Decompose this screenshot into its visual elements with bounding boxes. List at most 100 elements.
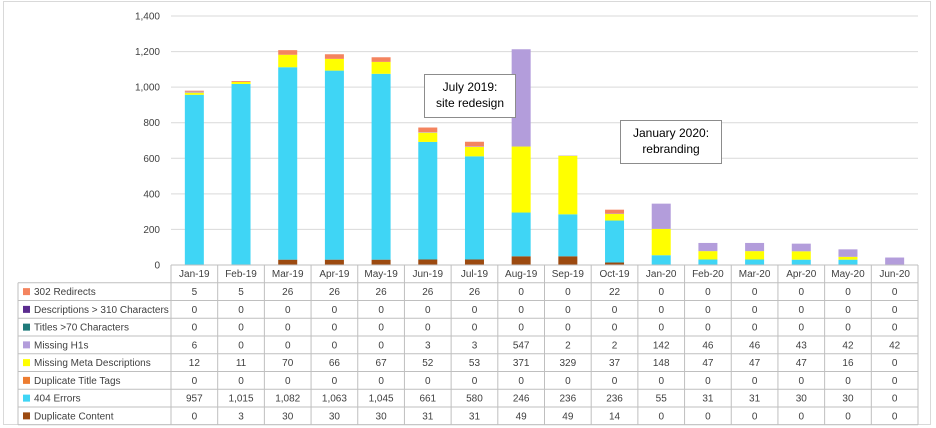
data-label: 0 bbox=[752, 305, 758, 316]
data-label: 0 bbox=[658, 411, 664, 422]
data-label: 67 bbox=[376, 358, 388, 369]
data-label: 661 bbox=[419, 394, 436, 405]
bar-404-errors bbox=[558, 214, 578, 257]
bar-302-redirects bbox=[464, 141, 484, 147]
bar-missing-meta-descriptions bbox=[838, 256, 858, 260]
data-label: 6 bbox=[192, 340, 198, 351]
legend-swatch bbox=[23, 341, 30, 349]
data-label: 0 bbox=[238, 323, 244, 334]
data-label: 31 bbox=[469, 411, 481, 422]
legend-label: Missing H1s bbox=[34, 340, 88, 351]
data-label: 0 bbox=[425, 305, 431, 316]
data-label: 0 bbox=[845, 287, 851, 298]
data-label: 371 bbox=[513, 358, 530, 369]
data-label: 3 bbox=[238, 411, 244, 422]
data-label: 148 bbox=[653, 358, 670, 369]
data-label: 0 bbox=[378, 323, 384, 334]
x-tick-label: Aug-19 bbox=[505, 269, 538, 280]
data-label: 30 bbox=[282, 411, 294, 422]
bar-404-errors bbox=[418, 141, 438, 260]
data-label: 0 bbox=[472, 376, 478, 387]
legend-swatch bbox=[23, 305, 30, 313]
bar-404-errors bbox=[278, 67, 298, 260]
data-label: 14 bbox=[609, 411, 621, 422]
data-label: 0 bbox=[332, 323, 338, 334]
data-label: 42 bbox=[889, 340, 901, 351]
data-label: 0 bbox=[332, 376, 338, 387]
bar-missing-h1s bbox=[698, 242, 718, 252]
y-tick-label: 400 bbox=[143, 189, 160, 200]
bar-missing-meta-descriptions bbox=[511, 146, 531, 213]
data-label: 0 bbox=[658, 287, 664, 298]
x-tick-label: Jan-19 bbox=[179, 269, 210, 280]
data-label: 0 bbox=[518, 287, 524, 298]
data-label: 0 bbox=[565, 305, 571, 316]
bar-duplicate-content bbox=[558, 256, 578, 265]
data-label: 2 bbox=[612, 340, 618, 351]
bar-missing-meta-descriptions bbox=[605, 213, 625, 221]
bar-missing-h1s bbox=[838, 249, 858, 257]
bar-missing-meta-descriptions bbox=[231, 81, 251, 84]
data-label: 0 bbox=[285, 340, 291, 351]
data-label: 0 bbox=[518, 323, 524, 334]
x-tick-label: Jun-19 bbox=[412, 269, 443, 280]
x-tick-label: Jul-19 bbox=[461, 269, 489, 280]
data-label: 1,015 bbox=[229, 394, 254, 405]
data-label: 46 bbox=[702, 340, 714, 351]
x-tick-label: Feb-19 bbox=[225, 269, 257, 280]
data-label: 0 bbox=[658, 376, 664, 387]
data-label: 957 bbox=[186, 394, 203, 405]
data-label: 0 bbox=[472, 323, 478, 334]
data-label: 0 bbox=[192, 323, 198, 334]
bar-missing-h1s bbox=[885, 257, 905, 265]
data-label: 26 bbox=[376, 287, 388, 298]
legend-swatch bbox=[23, 359, 30, 367]
bar-302-redirects bbox=[371, 57, 391, 62]
y-tick-label: 800 bbox=[143, 118, 160, 129]
data-label: 0 bbox=[752, 287, 758, 298]
data-label: 236 bbox=[606, 394, 623, 405]
x-tick-label: Jan-20 bbox=[646, 269, 677, 280]
x-tick-label: Apr-19 bbox=[319, 269, 349, 280]
bar-404-errors bbox=[184, 94, 204, 265]
data-label: 0 bbox=[192, 305, 198, 316]
data-label: 0 bbox=[658, 323, 664, 334]
y-tick-label: 0 bbox=[154, 261, 160, 272]
legend-label: 404 Errors bbox=[34, 394, 81, 405]
data-label: 1,082 bbox=[275, 394, 300, 405]
data-label: 0 bbox=[378, 305, 384, 316]
data-label: 42 bbox=[842, 340, 854, 351]
data-label: 66 bbox=[329, 358, 341, 369]
data-label: 0 bbox=[705, 323, 711, 334]
x-tick-label: May-20 bbox=[831, 269, 865, 280]
bar-duplicate-content bbox=[464, 259, 484, 265]
data-label: 26 bbox=[422, 287, 434, 298]
data-label: 0 bbox=[425, 323, 431, 334]
data-label: 0 bbox=[892, 323, 898, 334]
data-label: 5 bbox=[192, 287, 198, 298]
bar-missing-meta-descriptions bbox=[418, 132, 438, 142]
data-label: 0 bbox=[705, 411, 711, 422]
bar-404-errors bbox=[464, 156, 484, 260]
data-label: 52 bbox=[422, 358, 434, 369]
data-label: 43 bbox=[796, 340, 808, 351]
data-label: 0 bbox=[285, 323, 291, 334]
bar-missing-h1s bbox=[464, 146, 484, 147]
data-label: 0 bbox=[845, 411, 851, 422]
data-label: 0 bbox=[285, 305, 291, 316]
bar-missing-meta-descriptions bbox=[324, 58, 344, 71]
bar-missing-h1s bbox=[511, 49, 531, 147]
bar-duplicate-content bbox=[605, 262, 625, 265]
annotation-rebranding: January 2020: rebranding bbox=[620, 120, 722, 164]
data-label: 0 bbox=[892, 305, 898, 316]
y-tick-label: 600 bbox=[143, 154, 160, 165]
x-tick-label: Sep-19 bbox=[552, 269, 585, 280]
bar-missing-h1s bbox=[651, 203, 671, 229]
data-label: 49 bbox=[516, 411, 528, 422]
x-tick-label: Oct-19 bbox=[600, 269, 630, 280]
bar-missing-meta-descriptions bbox=[278, 54, 298, 68]
data-label: 0 bbox=[238, 305, 244, 316]
bar-404-errors bbox=[791, 259, 811, 265]
bar-duplicate-content bbox=[324, 259, 344, 265]
y-tick-label: 1,400 bbox=[135, 12, 160, 23]
